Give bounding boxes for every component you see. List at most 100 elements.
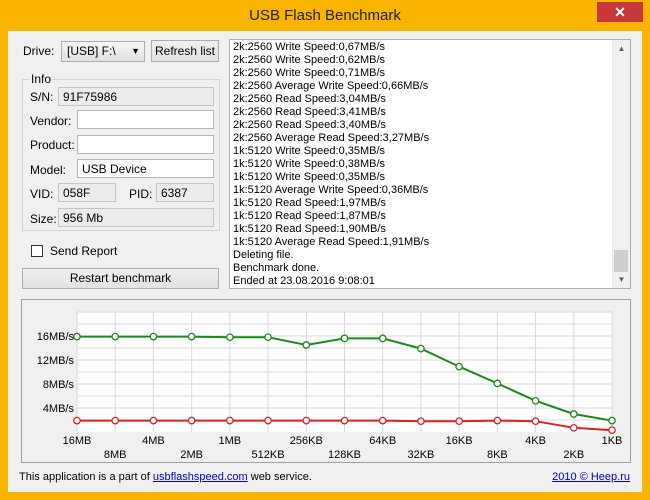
log-scrollbar[interactable]: ▲ ▼ <box>612 40 630 288</box>
log-line: 1k:5120 Read Speed:1,87MB/s <box>233 210 386 222</box>
log-line: 2k:2560 Write Speed:0,67MB/s <box>233 41 386 53</box>
x-tick-label: 1KB <box>602 435 623 447</box>
drive-select[interactable]: [USB] F:\ ▼ <box>61 41 145 62</box>
vendor-field[interactable] <box>77 110 214 129</box>
x-tick-label: 256KB <box>290 435 323 447</box>
data-point <box>569 410 578 418</box>
log-line: Benchmark done. <box>233 262 320 274</box>
scroll-thumb[interactable] <box>614 250 628 272</box>
log-line: 2k:2560 Average Read Speed:3,27MB/s <box>233 132 430 144</box>
x-tick-label: 4KB <box>525 435 546 447</box>
data-point <box>149 332 158 341</box>
log-line: 2k:2560 Read Speed:3,40MB/s <box>233 119 386 131</box>
log-line: 2k:2560 Write Speed:0,62MB/s <box>233 54 386 66</box>
log-line: Ended at 23.08.2016 9:08:01 <box>233 275 375 287</box>
restart-benchmark-button[interactable]: Restart benchmark <box>22 268 219 289</box>
chart-panel: 16MB/s 12MB/s 8MB/s 4MB/s 16MB 8MB 4MB 2MB 1MB 51… <box>21 299 631 463</box>
data-point <box>302 416 311 425</box>
sn-label: S/N: <box>30 90 54 104</box>
y-tick-label: 16MB/s <box>37 331 75 343</box>
data-point <box>608 426 616 435</box>
data-point <box>264 333 272 342</box>
drive-label: Drive: <box>23 44 55 58</box>
y-tick-label: 12MB/s <box>37 355 75 367</box>
x-tick-label: 2MB <box>180 449 203 461</box>
log-line: Deleting file. <box>233 249 294 261</box>
pid-label: PID: <box>129 187 153 201</box>
chevron-down-icon: ▼ <box>131 46 140 56</box>
x-tick-label: 64KB <box>369 435 396 447</box>
footer-text-after: web service. <box>247 471 312 483</box>
data-point <box>340 334 349 343</box>
data-point <box>455 417 463 426</box>
drive-select-value: [USB] F:\ <box>67 44 116 58</box>
product-label: Product: <box>30 138 75 152</box>
data-point <box>187 416 196 425</box>
data-point <box>226 416 234 425</box>
log-line: 1k:5120 Average Read Speed:1,91MB/s <box>233 236 430 248</box>
x-tick-label: 8MB <box>104 449 127 461</box>
send-report-label: Send Report <box>50 244 118 258</box>
data-point <box>340 416 349 425</box>
close-button[interactable]: ✕ <box>597 2 643 22</box>
log-line: 2k:2560 Read Speed:3,04MB/s <box>233 93 386 105</box>
product-field[interactable] <box>77 135 214 154</box>
data-point <box>264 416 272 425</box>
data-point <box>531 417 540 426</box>
log-textbox[interactable]: 2k:2560 Write Speed:0,67MB/s 2k:2560 Writ… <box>229 39 631 289</box>
data-point <box>378 416 387 425</box>
data-point <box>455 362 463 371</box>
scroll-down-icon[interactable]: ▼ <box>617 275 626 284</box>
refresh-list-button[interactable]: Refresh list <box>151 40 219 62</box>
footer-text-before: This application is a part of <box>19 471 153 483</box>
y-tick-label: 4MB/s <box>43 403 75 415</box>
log-line: 1k:5120 Average Write Speed:0,36MB/s <box>233 184 429 196</box>
y-tick-label: 8MB/s <box>43 379 75 391</box>
size-label: Size: <box>30 212 57 226</box>
heep-link[interactable]: Heep.ru <box>590 471 630 483</box>
title-bar[interactable]: USB Flash Benchmark ✕ <box>1 1 649 31</box>
data-point <box>493 379 502 388</box>
vendor-label: Vendor: <box>30 114 72 128</box>
size-field: 956 Mb <box>58 208 214 227</box>
data-point <box>187 332 196 341</box>
client-area: Drive: [USB] F:\ ▼ Refresh list Info S/N… <box>8 31 642 492</box>
x-tick-label: 8KB <box>487 449 508 461</box>
sn-field: 91F75986 <box>58 87 214 106</box>
x-tick-label: 2KB <box>563 449 584 461</box>
log-line: 2k:2560 Write Speed:0,71MB/s <box>233 67 386 79</box>
copyright-symbol[interactable]: © <box>576 471 591 483</box>
vid-field: 058F <box>58 183 116 202</box>
x-tick-label: 1MB <box>219 435 242 447</box>
send-report-checkbox[interactable] <box>31 245 43 257</box>
copyright: 2010 © Heep.ru <box>552 471 630 483</box>
copyright-year-link[interactable]: 2010 <box>552 471 577 483</box>
log-lines: 2k:2560 Write Speed:0,67MB/s 2k:2560 Writ… <box>233 41 613 288</box>
data-point <box>608 416 616 425</box>
x-tick-label: 128KB <box>328 449 361 461</box>
data-point <box>531 396 540 405</box>
data-point <box>417 417 425 426</box>
data-point <box>417 344 425 353</box>
scroll-up-icon[interactable]: ▲ <box>617 44 626 53</box>
log-line: 2k:2560 Average Write Speed:0,66MB/s <box>233 80 429 92</box>
data-point <box>73 332 81 341</box>
log-line: 1k:5120 Read Speed:1,90MB/s <box>233 223 386 235</box>
usbflashspeed-link[interactable]: usbflashspeed.com <box>152 471 248 483</box>
x-tick-label: 32KB <box>407 449 434 461</box>
model-label: Model: <box>30 163 67 177</box>
data-point <box>226 333 234 342</box>
model-field[interactable]: USB Device <box>77 159 214 178</box>
data-point <box>111 416 120 425</box>
log-line: 1k:5120 Write Speed:0,35MB/s <box>233 171 386 183</box>
data-point <box>302 341 311 349</box>
pid-field: 6387 <box>156 183 214 202</box>
data-point <box>111 332 120 341</box>
data-point <box>73 416 81 425</box>
window-title: USB Flash Benchmark <box>249 7 401 24</box>
info-group: Info <box>22 72 220 231</box>
log-line: 1k:5120 Write Speed:0,35MB/s <box>233 145 386 157</box>
data-point <box>378 334 387 343</box>
x-tick-label: 16KB <box>446 435 473 447</box>
